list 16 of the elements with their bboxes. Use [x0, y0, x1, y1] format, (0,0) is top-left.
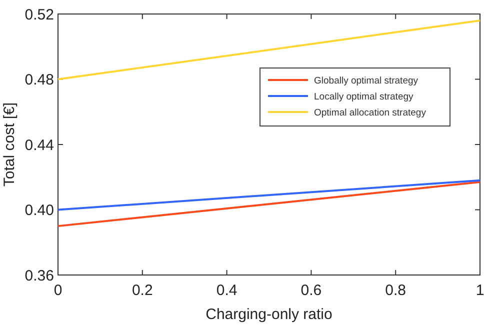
y-axis-title: Total cost [€]	[1, 102, 18, 187]
x-tick-label: 1	[476, 282, 484, 299]
x-tick-label: 0.8	[385, 282, 406, 299]
y-tick-label: 0.40	[24, 202, 54, 219]
legend-label: Locally optimal strategy	[314, 91, 414, 102]
y-tick-label: 0.36	[24, 267, 54, 284]
x-tick-label: 0.4	[216, 282, 238, 299]
legend-label: Optimal allocation strategy	[314, 107, 426, 118]
legend-label: Globally optimal strategy	[314, 75, 418, 86]
x-axis-title: Charging-only ratio	[206, 306, 332, 323]
x-tick-label: 0.2	[132, 282, 153, 299]
x-tick-label: 0.6	[300, 282, 322, 299]
y-tick-label: 0.48	[24, 72, 54, 88]
x-tick-label: 0	[54, 282, 62, 299]
y-tick-label: 0.52	[24, 6, 54, 24]
y-tick-label: 0.44	[24, 136, 54, 154]
